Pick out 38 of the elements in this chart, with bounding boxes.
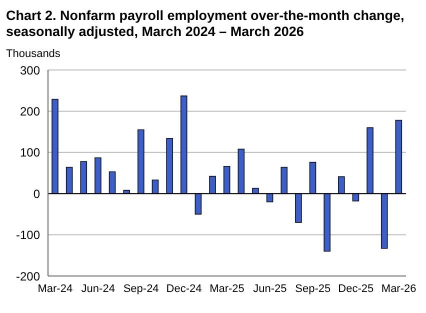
bar — [238, 148, 245, 194]
bar — [366, 127, 374, 194]
bar — [194, 193, 202, 215]
bar — [80, 161, 88, 194]
bar — [395, 120, 402, 194]
y-tick-label: -100 — [16, 228, 40, 242]
y-axis-title: Thousands — [6, 48, 62, 60]
x-tick-label: Mar-26 — [381, 282, 416, 295]
bar — [209, 176, 216, 194]
y-tick-label: 100 — [20, 146, 40, 160]
bar — [166, 138, 173, 194]
x-tick-label: Jun-25 — [253, 282, 287, 295]
y-tick-label: 0 — [33, 186, 40, 201]
bar — [309, 162, 316, 194]
bar — [108, 171, 116, 194]
bar — [180, 96, 188, 194]
bar — [380, 193, 388, 249]
bar — [138, 129, 144, 194]
bar — [152, 180, 159, 194]
bar — [295, 193, 302, 223]
y-tick-label: -200 — [16, 269, 40, 284]
chart-title: Chart 2. Nonfarm payroll employment over-the-month change, seasonally adjusted, March 2024 – March 2026 — [6, 8, 406, 40]
x-tick-label: Sep-24 — [123, 282, 159, 295]
bar — [94, 157, 102, 194]
x-tick-label: Dec-25 — [338, 282, 374, 295]
x-tick-label: Mar-25 — [210, 282, 244, 295]
bar — [324, 193, 330, 252]
x-tick-label: Jun-24 — [81, 282, 115, 295]
x-tick-label: Sep-25 — [295, 282, 331, 295]
x-tick-label: Dec-24 — [166, 282, 202, 295]
bar — [280, 166, 288, 194]
bar — [223, 166, 230, 194]
y-tick-label: 300 — [20, 63, 40, 78]
bar — [52, 98, 58, 194]
x-tick-label: Mar-24 — [38, 282, 73, 295]
bar — [338, 176, 345, 194]
bar — [66, 166, 73, 194]
y-tick-label: 200 — [20, 104, 40, 118]
